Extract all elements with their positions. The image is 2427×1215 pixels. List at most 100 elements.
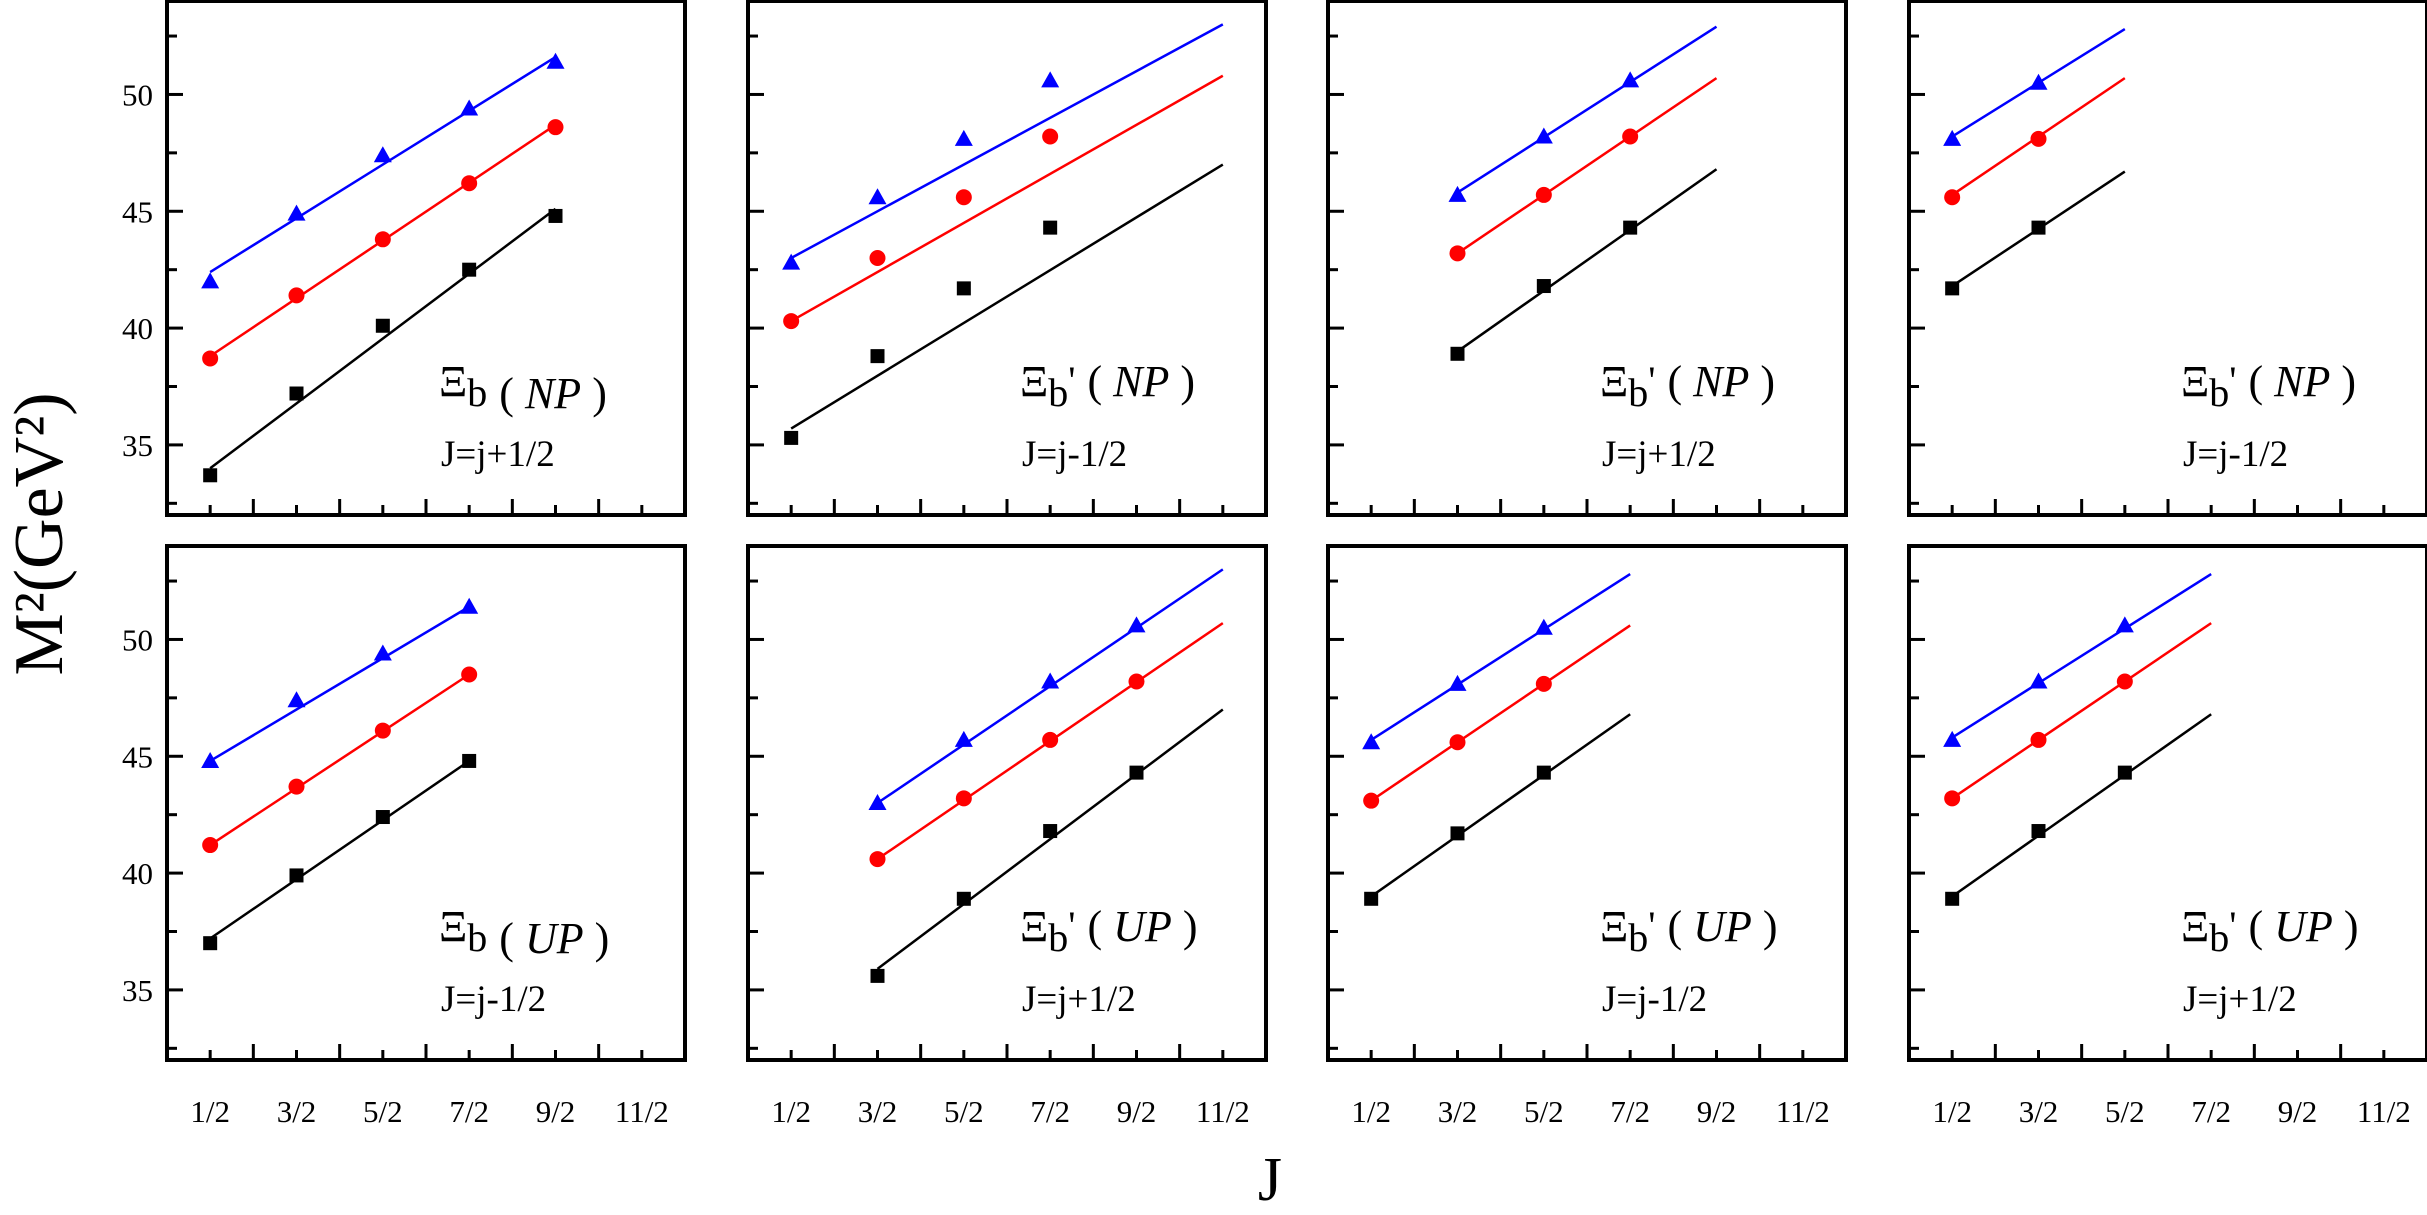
series-circle — [1944, 77, 2126, 206]
data-point-square — [289, 386, 304, 401]
panel-5: 35 40 45 50 1/2 3/2 5/2 7/2 9/2 11/2 Ξb ( UP ) J=j-1… — [122, 544, 687, 1129]
open-paren: ( — [499, 914, 525, 963]
close-paren: ) — [1172, 902, 1198, 951]
panel-frame — [165, 0, 687, 517]
data-point-square — [2031, 220, 2046, 235]
panel-title: Ξb ( NP ) — [439, 357, 607, 418]
data-point-circle — [1449, 734, 1466, 751]
data-point-square — [289, 868, 304, 883]
fit-line — [876, 708, 1224, 970]
prime-mark: ' — [1648, 903, 1655, 948]
data-point-circle — [1535, 675, 1552, 692]
data-point-square — [203, 468, 218, 483]
data-point-circle — [2116, 673, 2133, 690]
series-triangle — [1943, 27, 2126, 146]
panel-title: Ξb' ( UP ) — [1600, 902, 1777, 960]
data-point-circle — [202, 350, 219, 367]
y-tick-label: 50 — [122, 77, 153, 112]
panel-2: Ξb' ( NP ) J=j-1/2 — [746, 0, 1268, 517]
x-tick-label: 3/2 — [2019, 1094, 2059, 1129]
panel-1: 35 40 45 50 Ξb ( NP ) J=j+1/2 — [122, 0, 687, 517]
data-point-square — [784, 430, 799, 445]
series-square — [1450, 168, 1718, 361]
data-point-square — [203, 936, 218, 951]
data-point-triangle — [1943, 730, 1962, 747]
data-point-triangle — [2029, 73, 2048, 90]
data-point-triangle — [460, 597, 479, 614]
panel-6: 1/2 3/2 5/2 7/2 9/2 11/2 Ξb' ( UP ) J=j+1/2 — [746, 544, 1268, 1129]
open-paren: ( — [1668, 902, 1694, 951]
fit-line — [790, 23, 1224, 260]
panel-title: Ξb' ( UP ) — [2181, 902, 2358, 960]
x-axis-label: J — [1258, 1146, 1282, 1214]
fit-line — [1456, 168, 1718, 353]
series-square — [1945, 170, 2126, 296]
j-relation-label: J=j-1/2 — [2183, 434, 2288, 475]
x-tick-label: 3/2 — [858, 1094, 898, 1129]
data-point-circle — [547, 119, 564, 136]
panel-3: Ξb' ( NP ) J=j+1/2 — [1326, 0, 1848, 517]
fit-line — [1951, 713, 2212, 898]
data-point-triangle — [1534, 618, 1553, 635]
data-point-square — [2031, 824, 2046, 839]
data-point-square — [1043, 220, 1058, 235]
x-tick-label: 11/2 — [1776, 1094, 1830, 1129]
particle-symbol: Ξ — [439, 902, 467, 951]
particle-symbol: Ξ — [2181, 902, 2209, 951]
series-circle — [869, 622, 1224, 868]
data-point-circle — [374, 722, 391, 739]
close-paren: ) — [1169, 357, 1195, 406]
y-tick-label: 35 — [122, 428, 153, 463]
data-point-triangle — [1534, 127, 1553, 144]
data-point-circle — [1128, 673, 1145, 690]
method-label: NP — [2273, 357, 2330, 406]
prime-mark: ' — [1068, 358, 1075, 403]
j-relation-label: J=j-1/2 — [441, 979, 546, 1020]
data-point-circle — [869, 250, 886, 266]
fit-line — [1456, 77, 1718, 255]
data-point-triangle — [1127, 616, 1146, 633]
data-point-triangle — [868, 188, 887, 205]
data-point-triangle — [1621, 71, 1640, 88]
prime-mark: ' — [2229, 358, 2236, 403]
y-tick-label: 45 — [122, 739, 153, 774]
x-tick-label: 11/2 — [2357, 1094, 2411, 1129]
particle-symbol: Ξ — [1020, 902, 1048, 951]
data-point-square — [870, 968, 885, 983]
data-point-triangle — [1448, 185, 1467, 202]
method-label: UP — [1693, 902, 1752, 951]
panel-title: Ξb ( UP ) — [439, 902, 609, 963]
j-relation-label: J=j+1/2 — [441, 434, 555, 475]
data-point-triangle — [2029, 672, 2048, 689]
data-point-circle — [1535, 186, 1552, 203]
particle-subscript: b — [467, 915, 487, 960]
data-point-square — [2117, 765, 2132, 780]
data-point-circle — [1363, 792, 1380, 809]
data-point-triangle — [1041, 71, 1060, 88]
x-tick-label: 7/2 — [1030, 1094, 1070, 1129]
fit-line — [209, 56, 557, 274]
series-circle — [202, 119, 564, 367]
data-point-circle — [783, 313, 800, 330]
data-point-circle — [955, 189, 972, 206]
particle-subscript: b — [1048, 370, 1068, 415]
fit-line — [209, 605, 470, 763]
x-tick-label: 1/2 — [1351, 1094, 1391, 1129]
data-point-square — [1536, 279, 1551, 294]
panel-frame — [1326, 0, 1848, 517]
x-tick-label: 9/2 — [1697, 1094, 1737, 1129]
fit-line — [790, 163, 1224, 430]
open-paren: ( — [499, 369, 525, 418]
data-point-triangle — [201, 272, 220, 289]
x-tick-label: 7/2 — [1610, 1094, 1650, 1129]
panel-frame — [1326, 544, 1848, 1062]
data-point-circle — [955, 790, 972, 807]
x-tick-label: 1/2 — [1932, 1094, 1972, 1129]
series-circle — [1363, 624, 1631, 809]
data-point-circle — [1042, 731, 1059, 748]
data-point-triangle — [954, 730, 973, 747]
method-label: UP — [1113, 902, 1172, 951]
x-tick-label: 11/2 — [1196, 1094, 1250, 1129]
data-point-circle — [1042, 128, 1059, 145]
data-point-square — [1536, 765, 1551, 780]
